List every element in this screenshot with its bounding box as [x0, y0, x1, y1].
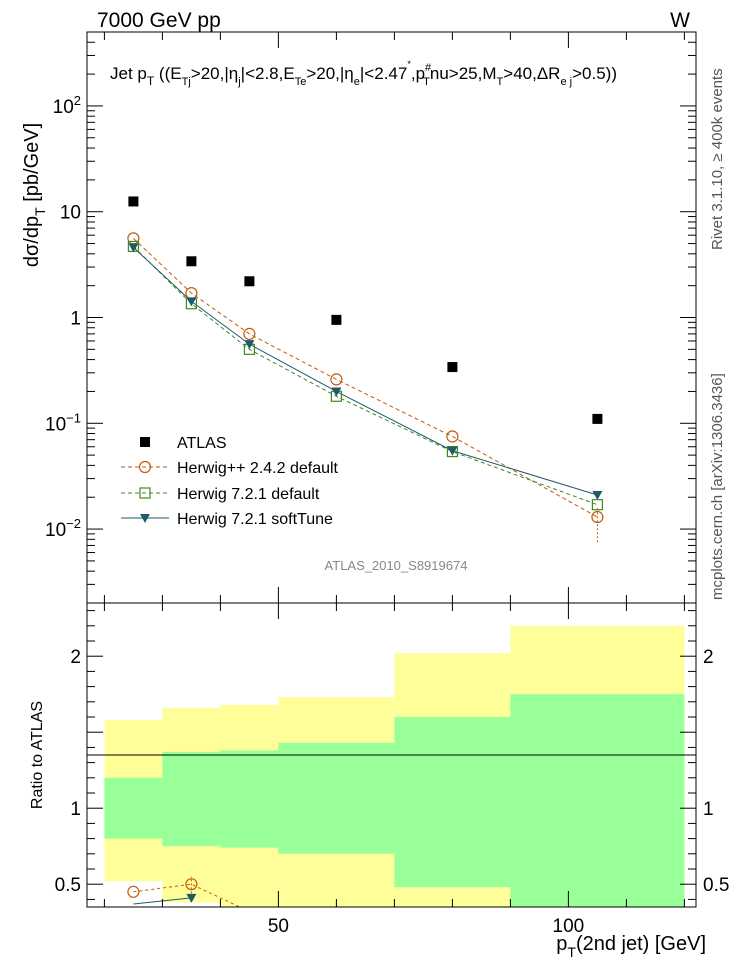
legend-marker	[140, 514, 150, 523]
header-process: W	[670, 9, 690, 32]
data-point-square	[592, 413, 603, 424]
data-point-square	[331, 314, 342, 325]
ratio-band-1sigma	[162, 751, 221, 847]
ratio-band-1sigma	[510, 694, 685, 907]
y-tick-label: 10−1	[45, 410, 81, 435]
data-point-circle-open	[243, 327, 256, 340]
y-tick-label: 10	[60, 203, 81, 224]
data-point-circle-open	[591, 510, 604, 524]
legend: ATLAS Herwig++ 2.4.2 default Herwig 7.2.1 …	[121, 435, 339, 528]
ratio-marker-herwigpp	[185, 878, 198, 891]
ratio-marker-softtune	[186, 893, 197, 903]
ratio-y-tick-label-right: 2	[703, 647, 714, 668]
data-point-square-open	[591, 499, 604, 511]
legend-marker	[140, 437, 150, 447]
data-point-circle-open	[330, 373, 343, 386]
ratio-y-tick-label: 0.5	[55, 875, 81, 896]
ratio-y-tick-label: 1	[70, 799, 81, 820]
y-tick-label: 1	[70, 309, 81, 330]
data-point-circle-open	[446, 430, 459, 443]
ratio-panel	[104, 625, 685, 907]
legend-marker	[138, 460, 152, 474]
data-point-square	[447, 362, 458, 373]
data-point-square	[128, 196, 139, 207]
ratio-band-1sigma	[278, 742, 395, 854]
legend-label: Herwig++ 2.4.2 default	[177, 460, 339, 477]
series-line-2	[133, 246, 598, 506]
ratio-line-herwigpp	[133, 883, 241, 907]
x-tick-label: 100	[553, 916, 585, 937]
series-line-3	[133, 247, 598, 496]
data-point-triangle-down	[592, 490, 603, 500]
legend-label: Herwig 7.2.1 default	[177, 486, 320, 503]
analysis-id: ATLAS_2010_S8919674	[325, 558, 468, 573]
rivet-label: Rivet 3.1.10, ≥ 400k events	[709, 68, 726, 250]
y-tick-label: 102	[53, 93, 81, 118]
ratio-marker-herwigpp	[127, 885, 140, 898]
data-point-triangle-down	[331, 387, 342, 397]
data-point-square	[186, 256, 197, 267]
y-axis-label: dσ/dpT [pb/GeV]	[21, 123, 48, 267]
ratio-y-tick-label: 2	[70, 647, 81, 668]
series-line-1	[133, 237, 598, 518]
ratio-y-tick-label-right: 0.5	[703, 875, 729, 896]
data-point-square	[244, 276, 255, 287]
x-tick-label: 50	[268, 916, 289, 937]
ratio-y-label: Ratio to ATLAS	[29, 701, 46, 809]
data-point-triangle-down	[186, 297, 197, 307]
data-point-triangle-down	[128, 243, 139, 253]
data-point-triangle-down	[447, 446, 458, 456]
ratio-y-tick-label-right: 1	[703, 799, 714, 820]
legend-label: ATLAS	[177, 435, 227, 452]
legend-marker	[139, 487, 151, 499]
mcplots-label: mcplots.cern.ch [arXiv:1306.3436]	[709, 373, 726, 600]
ratio-band-1sigma	[220, 750, 279, 848]
header-energy: 7000 GeV pp	[97, 9, 221, 32]
ratio-band-1sigma	[104, 777, 163, 839]
data-point-square-open	[446, 445, 458, 458]
legend-label: Herwig 7.2.1 softTune	[177, 511, 333, 528]
data-point-triangle-down	[244, 340, 255, 350]
x-axis-label: pT(2nd jet) [GeV]	[556, 933, 706, 960]
y-tick-label: 10−2	[45, 516, 81, 541]
chart-title: Jet pT ((ETj>20,|ηj|<2.8,ETe>20,|ηe|<2.4…	[110, 59, 617, 88]
ratio-band-1sigma	[394, 717, 511, 888]
